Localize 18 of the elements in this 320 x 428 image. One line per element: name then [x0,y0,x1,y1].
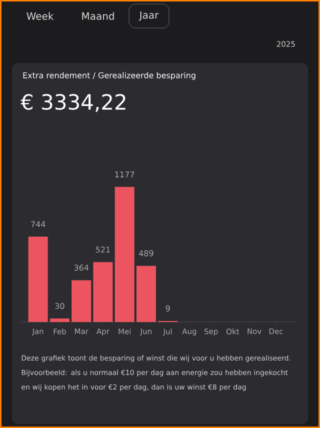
text: Jaar [138,11,159,21]
data-label: 1177 [115,171,134,178]
chart-subtitle: € 3334,22 [20,94,126,112]
bar [50,318,70,322]
bar [28,236,48,322]
bar [93,262,113,322]
text: Week [26,12,54,20]
chart-title: Extra rendement / Gerealizeerde besparing [23,72,196,80]
data-label: 9 [166,305,170,312]
data-label: 744 [31,221,46,228]
bar [136,266,156,322]
bar [72,280,92,322]
bar [114,186,134,322]
data-label: 30 [55,302,64,310]
data-label: 364 [74,264,89,271]
text: Maand [82,12,114,20]
data-label: 489 [138,250,154,256]
data-label: 521 [96,246,110,253]
